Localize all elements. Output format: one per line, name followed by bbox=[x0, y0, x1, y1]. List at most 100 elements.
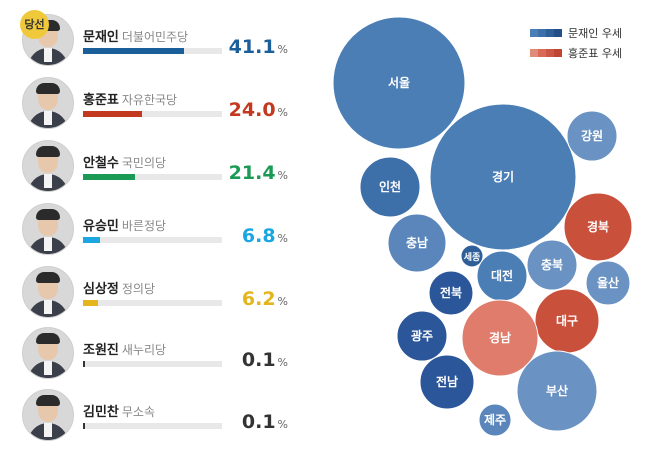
vote-share-fill bbox=[83, 237, 100, 243]
candidate-party: 더불어민주당 bbox=[121, 30, 189, 44]
candidate-name-text: 조원진 bbox=[83, 343, 119, 358]
region-label: 전남 bbox=[436, 374, 458, 389]
legend-swatch bbox=[538, 49, 546, 57]
region-bubble bbox=[332, 16, 466, 150]
region-label: 울산 bbox=[597, 275, 619, 290]
candidate-photo bbox=[22, 140, 74, 192]
region-bubble bbox=[460, 244, 484, 268]
percent-unit: % bbox=[277, 356, 288, 369]
region-bubble bbox=[396, 310, 448, 362]
region-label: 충북 bbox=[541, 257, 563, 272]
region-bubble bbox=[419, 354, 475, 410]
vote-percent-value: 6.8 bbox=[241, 225, 276, 247]
legend-swatch bbox=[546, 29, 554, 37]
vote-percent-value: 0.1 bbox=[241, 349, 276, 371]
candidate-party: 바른정당 bbox=[121, 219, 167, 233]
percent-unit: % bbox=[277, 295, 288, 308]
region-label: 충남 bbox=[406, 235, 428, 250]
vote-percent: 24.0% bbox=[229, 99, 288, 121]
percent-unit: % bbox=[277, 418, 288, 431]
legend-swatch bbox=[554, 49, 562, 57]
candidate-photo bbox=[22, 389, 74, 441]
legend-swatch bbox=[538, 29, 546, 37]
candidate-name: 조원진 새누리당 bbox=[83, 339, 166, 358]
legend-swatch bbox=[554, 29, 562, 37]
vote-percent: 6.2% bbox=[242, 288, 288, 310]
vote-percent: 0.1% bbox=[242, 349, 288, 371]
percent-unit: % bbox=[277, 106, 288, 119]
candidate-photo bbox=[22, 266, 74, 318]
region-bubble bbox=[516, 350, 598, 432]
candidate-row: 안철수 국민의당 21.4% bbox=[0, 140, 300, 204]
candidate-photo bbox=[22, 77, 74, 129]
region-label: 세종 bbox=[464, 251, 481, 263]
vote-share-fill bbox=[83, 174, 136, 180]
legend-item: 문재인 우세 bbox=[530, 23, 622, 43]
vote-percent-value: 0.1 bbox=[241, 411, 276, 433]
region-label: 경기 bbox=[492, 169, 514, 184]
vote-share-fill bbox=[83, 48, 184, 54]
candidate-name-text: 문재인 bbox=[83, 30, 119, 45]
candidate-photo bbox=[22, 203, 74, 255]
region-bubble bbox=[566, 110, 618, 162]
legend-label: 홍준표 우세 bbox=[568, 47, 623, 60]
region-bubble bbox=[585, 260, 631, 306]
candidate-name-text: 홍준표 bbox=[83, 93, 119, 108]
vote-share-bar bbox=[83, 361, 222, 367]
vote-share-bar bbox=[83, 111, 222, 117]
vote-percent-value: 41.1 bbox=[228, 36, 276, 58]
candidate-party: 새누리당 bbox=[121, 343, 167, 357]
candidate-row: 홍준표 자유한국당 24.0% bbox=[0, 77, 300, 141]
region-bubble bbox=[478, 403, 512, 437]
candidate-row: 유승민 바른정당 6.8% bbox=[0, 203, 300, 267]
candidate-party: 무소속 bbox=[121, 405, 156, 419]
candidate-name: 심상정 정의당 bbox=[83, 278, 155, 297]
winner-badge: 당선 bbox=[20, 10, 49, 39]
candidate-party: 정의당 bbox=[121, 282, 156, 296]
region-bubble bbox=[428, 270, 474, 316]
region-label: 광주 bbox=[411, 328, 433, 343]
vote-share-fill bbox=[83, 361, 85, 367]
vote-share-bar bbox=[83, 423, 222, 429]
candidate-row: 조원진 새누리당 0.1% bbox=[0, 327, 300, 391]
legend-label: 문재인 우세 bbox=[568, 27, 623, 40]
candidate-name-text: 김민찬 bbox=[83, 405, 119, 420]
vote-share-fill bbox=[83, 423, 85, 429]
vote-percent: 0.1% bbox=[242, 411, 288, 433]
legend-swatch bbox=[546, 49, 554, 57]
vote-percent: 21.4% bbox=[229, 162, 288, 184]
candidate-name: 안철수 국민의당 bbox=[83, 152, 166, 171]
region-label: 부산 bbox=[546, 383, 568, 398]
candidate-name: 홍준표 자유한국당 bbox=[83, 89, 177, 108]
candidate-name: 유승민 바른정당 bbox=[83, 215, 166, 234]
region-label: 인천 bbox=[379, 179, 401, 194]
region-label: 서울 bbox=[388, 75, 410, 90]
candidate-name-text: 안철수 bbox=[83, 156, 119, 171]
region-bubble bbox=[526, 239, 578, 291]
vote-share-bar bbox=[83, 48, 222, 54]
percent-unit: % bbox=[277, 43, 288, 56]
region-label: 경남 bbox=[489, 330, 511, 345]
region-bubble bbox=[563, 192, 633, 262]
region-label: 제주 bbox=[484, 413, 506, 427]
legend-swatch bbox=[530, 29, 538, 37]
region-bubble bbox=[359, 156, 421, 218]
region-bubble bbox=[429, 103, 577, 251]
vote-share-bar bbox=[83, 300, 222, 306]
candidate-name: 문재인 더불어민주당 bbox=[83, 26, 188, 45]
region-label: 경북 bbox=[587, 220, 609, 234]
candidate-row: 심상정 정의당 6.2% bbox=[0, 266, 300, 330]
candidate-name-text: 심상정 bbox=[83, 282, 119, 297]
vote-share-fill bbox=[83, 300, 99, 306]
legend-item: 홍준표 우세 bbox=[530, 43, 622, 63]
candidate-party: 자유한국당 bbox=[121, 93, 178, 107]
vote-percent: 6.8% bbox=[242, 225, 288, 247]
region-bubble bbox=[461, 299, 539, 377]
vote-percent: 41.1% bbox=[229, 36, 288, 58]
candidate-party: 국민의당 bbox=[121, 156, 167, 170]
vote-share-bar bbox=[83, 237, 222, 243]
region-bubble bbox=[387, 213, 447, 273]
